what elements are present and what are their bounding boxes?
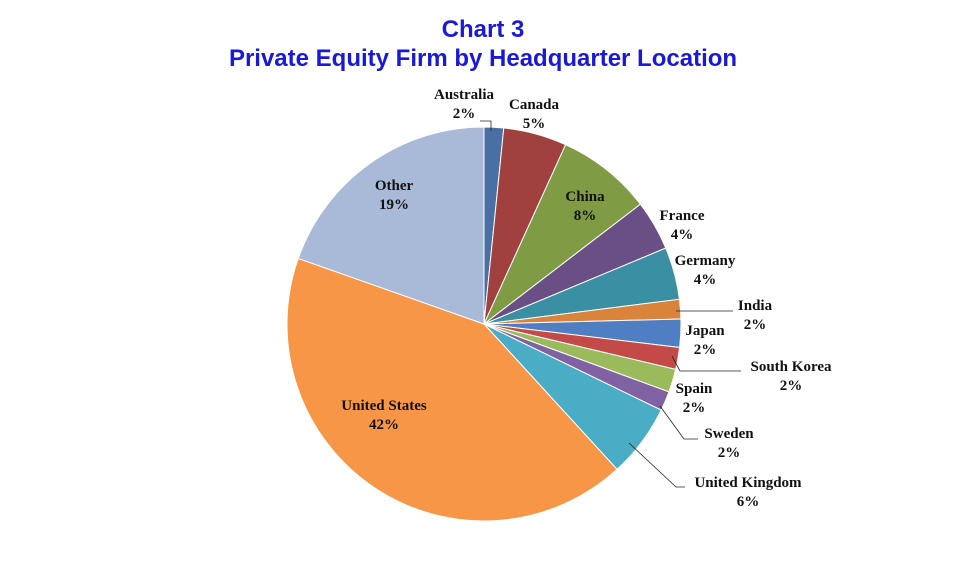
leader-lines	[480, 120, 741, 488]
label-other: Other	[375, 178, 414, 194]
pct-spain: 2%	[683, 400, 706, 416]
label-japan: Japan	[685, 323, 725, 339]
leader-south-korea	[671, 355, 741, 372]
label-united-kingdom: United Kingdom	[694, 475, 802, 491]
leader-united-kingdom	[628, 442, 685, 488]
pct-china: 8%	[574, 208, 597, 224]
pct-india: 2%	[744, 317, 767, 333]
label-australia: Australia	[434, 87, 495, 103]
label-china: China	[565, 189, 605, 205]
slice-other	[297, 126, 485, 325]
slice-china	[483, 144, 642, 325]
slice-labels: Australia 2% Canada 5% China 8% France 4% German…	[341, 87, 832, 510]
pct-south-korea: 2%	[780, 378, 803, 394]
label-germany: Germany	[675, 253, 736, 269]
pct-canada: 5%	[523, 116, 546, 132]
label-canada: Canada	[509, 97, 560, 113]
pct-united-kingdom: 6%	[737, 494, 760, 510]
pct-other: 19%	[379, 197, 409, 213]
pct-japan: 2%	[694, 342, 717, 358]
chart-title: Chart 3	[441, 16, 525, 43]
label-india: India	[738, 298, 773, 314]
label-south-korea: South Korea	[751, 359, 832, 375]
chart-subtitle: Private Equity Firm by Headquarter Locat…	[228, 45, 738, 72]
pct-united-states: 42%	[369, 417, 399, 433]
slice-united-states	[286, 257, 618, 522]
pct-sweden: 2%	[718, 445, 741, 461]
pie-slices	[286, 126, 682, 522]
pct-france: 4%	[671, 227, 694, 243]
pct-australia: 2%	[453, 106, 476, 122]
label-united-states: United States	[341, 398, 427, 414]
leader-australia	[480, 120, 492, 131]
label-sweden: Sweden	[704, 426, 754, 442]
label-france: France	[660, 208, 705, 224]
pct-germany: 4%	[694, 272, 717, 288]
label-spain: Spain	[676, 381, 713, 397]
leader-sweden	[659, 405, 698, 440]
